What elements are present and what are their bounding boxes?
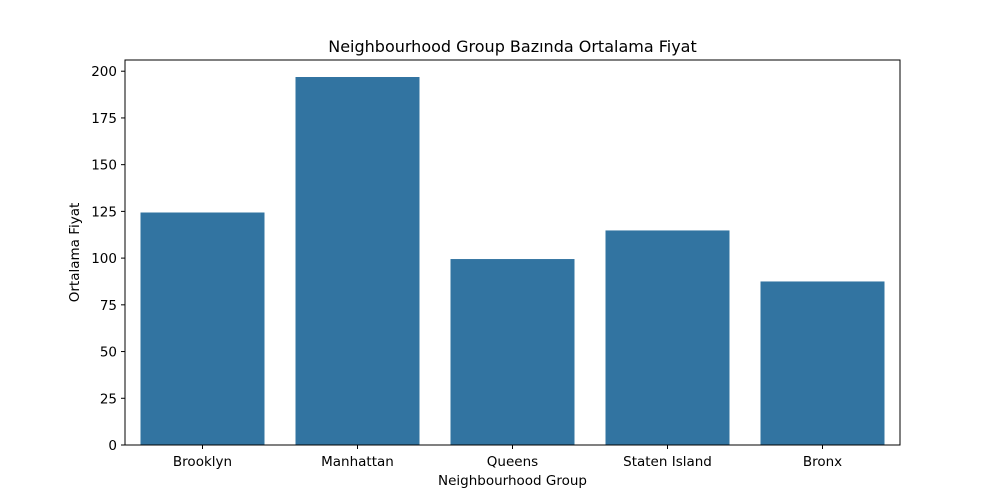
x-axis-ticks: Brooklyn Manhattan Queens Staten Island Bron… xyxy=(173,445,842,470)
x-tick-label: Bronx xyxy=(803,454,842,470)
y-tick-label: 100 xyxy=(91,251,117,267)
y-tick-label: 25 xyxy=(100,391,117,407)
y-axis-ticks: 0 25 50 75 100 125 150 175 200 xyxy=(91,64,125,454)
y-tick-label: 0 xyxy=(108,438,117,454)
x-tick-label: Staten Island xyxy=(623,454,712,470)
y-tick-label: 75 xyxy=(100,298,117,314)
y-tick-label: 150 xyxy=(91,158,117,174)
bar-queens xyxy=(450,259,575,445)
y-tick-label: 50 xyxy=(100,345,117,361)
chart-title: Neighbourhood Group Bazında Ortalama Fiy… xyxy=(328,37,697,56)
x-tick-label: Queens xyxy=(487,454,538,470)
x-axis-label: Neighbourhood Group xyxy=(438,473,587,489)
y-tick-label: 200 xyxy=(91,64,117,80)
bar-manhattan xyxy=(295,77,420,446)
bar-brooklyn xyxy=(140,212,265,445)
x-tick-label: Manhattan xyxy=(321,454,394,470)
y-axis-label: Ortalama Fiyat xyxy=(67,203,83,303)
y-tick-label: 125 xyxy=(91,204,117,220)
bar-staten-island xyxy=(605,230,730,445)
bar-bronx xyxy=(760,281,885,445)
y-tick-label: 175 xyxy=(91,111,117,127)
bars-group xyxy=(140,77,885,446)
plot-area-frame xyxy=(124,59,901,446)
x-tick-label: Brooklyn xyxy=(173,454,232,470)
